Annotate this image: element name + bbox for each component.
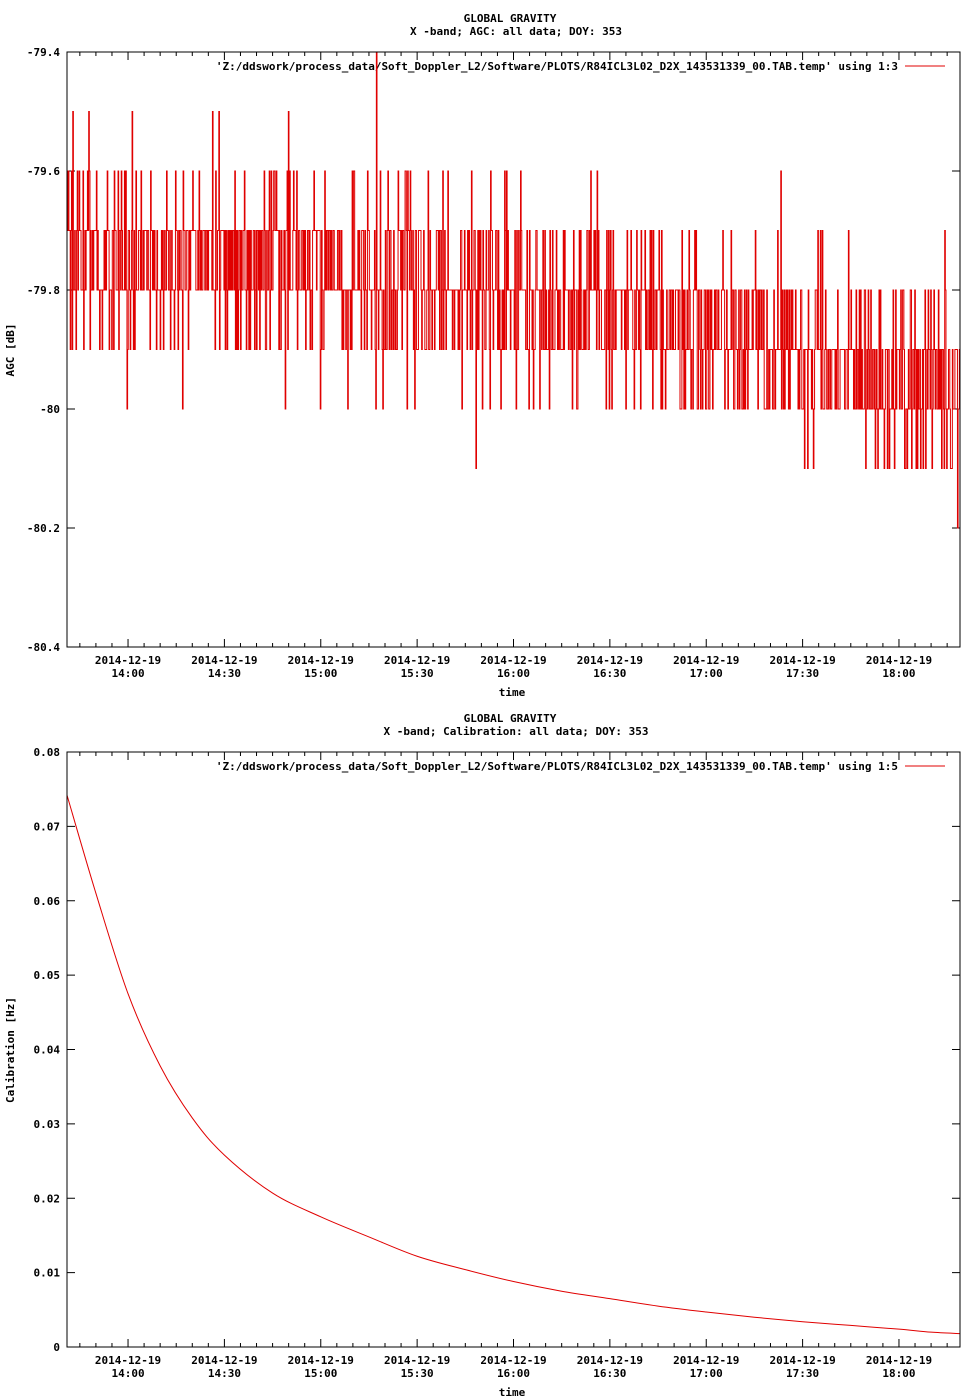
x-tick-label-date: 2014-12-19 [288, 654, 354, 667]
x-tick-label-date: 2014-12-19 [191, 654, 257, 667]
agc-title: GLOBAL GRAVITY [464, 12, 557, 25]
x-tick-label-time: 18:00 [882, 667, 915, 680]
y-tick-label: 0.04 [34, 1044, 61, 1057]
x-tick-label-date: 2014-12-19 [673, 1354, 739, 1367]
x-tick-label-date: 2014-12-19 [866, 1354, 932, 1367]
agc-xlabel: time [499, 686, 526, 699]
calibration-series-line [66, 794, 961, 1335]
x-tick-label-date: 2014-12-19 [191, 1354, 257, 1367]
x-tick-label-time: 17:00 [690, 1367, 723, 1380]
x-tick-label-time: 16:00 [497, 667, 530, 680]
x-tick-label-time: 14:30 [208, 1367, 241, 1380]
x-tick-label-date: 2014-12-19 [866, 654, 932, 667]
y-tick-label: -79.8 [27, 284, 60, 297]
x-tick-label-time: 14:30 [208, 667, 241, 680]
x-tick-label-date: 2014-12-19 [288, 1354, 354, 1367]
x-tick-label-date: 2014-12-19 [480, 1354, 546, 1367]
agc-plot-frame [66, 51, 961, 648]
x-tick-label-time: 17:30 [786, 667, 819, 680]
y-tick-label: -80.2 [27, 522, 60, 535]
x-tick-label-date: 2014-12-19 [384, 654, 450, 667]
x-tick-label-date: 2014-12-19 [480, 654, 546, 667]
y-tick-label: 0.06 [34, 895, 61, 908]
x-tick-label-date: 2014-12-19 [673, 654, 739, 667]
agc-subtitle: X -band; AGC: all data; DOY: 353 [410, 25, 622, 38]
agc-series-line [67, 51, 960, 529]
x-tick-label-time: 16:30 [593, 667, 626, 680]
x-tick-label-time: 17:00 [690, 667, 723, 680]
y-tick-label: 0.03 [34, 1118, 61, 1131]
y-tick-label: -80 [40, 403, 60, 416]
x-tick-label-date: 2014-12-19 [577, 654, 643, 667]
x-tick-label-time: 15:30 [401, 667, 434, 680]
cal-subtitle: X -band; Calibration: all data; DOY: 353 [384, 725, 649, 738]
x-tick-label-date: 2014-12-19 [384, 1354, 450, 1367]
agc-marks: -79.4-79.6-79.8-80-80.2-80.42014-12-1914… [27, 46, 960, 680]
x-tick-label-time: 16:30 [593, 1367, 626, 1380]
cal-xlabel: time [499, 1386, 526, 1399]
x-tick-label-time: 17:30 [786, 1367, 819, 1380]
cal-ylabel: Calibration [Hz] [4, 997, 17, 1103]
cal-title: GLOBAL GRAVITY [464, 712, 557, 725]
x-tick-label-time: 14:00 [111, 667, 144, 680]
y-tick-label: -80.4 [27, 641, 60, 654]
x-tick-label-time: 18:00 [882, 1367, 915, 1380]
cal-legend-label: 'Z:/ddswork/process_data/Soft_Doppler_L2… [216, 760, 898, 773]
x-tick-label-date: 2014-12-19 [95, 1354, 161, 1367]
agc-panel: GLOBAL GRAVITY X -band; AGC: all data; D… [4, 12, 961, 699]
y-tick-label: -79.6 [27, 165, 60, 178]
calibration-marks: 0.08 0.07 0.06 0.05 0.04 0.03 0.02 0.01 0 2014-12… [34, 746, 961, 1380]
x-tick-label-time: 16:00 [497, 1367, 530, 1380]
y-tick-label: 0 [53, 1341, 60, 1354]
y-tick-label: 0.08 [34, 746, 61, 759]
cal-plot-frame [66, 751, 961, 1348]
y-tick-label: 0.02 [34, 1192, 61, 1205]
x-tick-label-date: 2014-12-19 [769, 1354, 835, 1367]
agc-ylabel: AGC [dB] [4, 324, 17, 377]
calibration-panel: GLOBAL GRAVITY X -band; Calibration: all… [4, 712, 961, 1399]
x-tick-label-time: 15:00 [304, 1367, 337, 1380]
y-tick-label: -79.4 [27, 46, 60, 59]
y-tick-label: 0.07 [34, 820, 61, 833]
x-tick-label-time: 15:00 [304, 667, 337, 680]
x-tick-label-time: 14:00 [111, 1367, 144, 1380]
x-tick-label-date: 2014-12-19 [95, 654, 161, 667]
x-tick-label-time: 15:30 [401, 1367, 434, 1380]
agc-legend-label: 'Z:/ddswork/process_data/Soft_Doppler_L2… [216, 60, 898, 73]
y-tick-label: 0.05 [34, 969, 61, 982]
x-tick-label-date: 2014-12-19 [769, 654, 835, 667]
x-tick-label-date: 2014-12-19 [577, 1354, 643, 1367]
y-tick-label: 0.01 [34, 1267, 61, 1280]
